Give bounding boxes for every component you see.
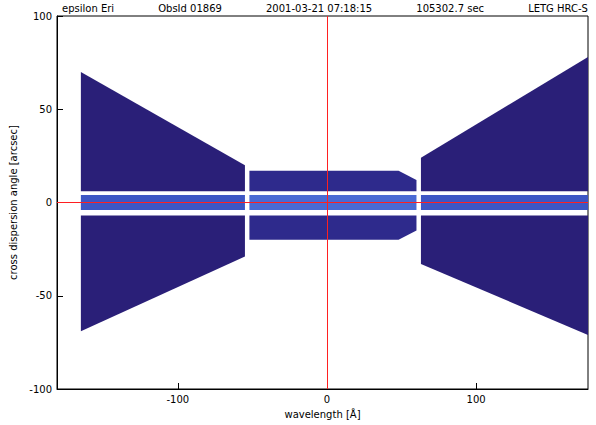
svg-text:0: 0	[46, 197, 52, 208]
svg-text:100: 100	[33, 11, 52, 22]
svg-text:wavelength [Å]: wavelength [Å]	[284, 408, 360, 420]
svg-text:50: 50	[39, 104, 52, 115]
svg-text:cross dispersion angle [arcsec: cross dispersion angle [arcsec]	[8, 125, 19, 280]
svg-text:-100: -100	[166, 394, 189, 405]
html-text:105302.7 sec: 105302.7 sec	[416, 2, 484, 14]
html-text:2001-03-21 07:18:15: 2001-03-21 07:18:15	[266, 2, 373, 14]
svg-text:-100: -100	[29, 384, 52, 395]
svg-text:100: 100	[467, 394, 486, 405]
html-text:epsilon Eri: epsilon Eri	[62, 2, 115, 14]
html-text:ObsId 01869: ObsId 01869	[158, 2, 222, 14]
svg-text:-50: -50	[36, 290, 52, 301]
html-text:LETG HRC-S: LETG HRC-S	[528, 2, 588, 14]
svg-text:0: 0	[324, 394, 330, 405]
